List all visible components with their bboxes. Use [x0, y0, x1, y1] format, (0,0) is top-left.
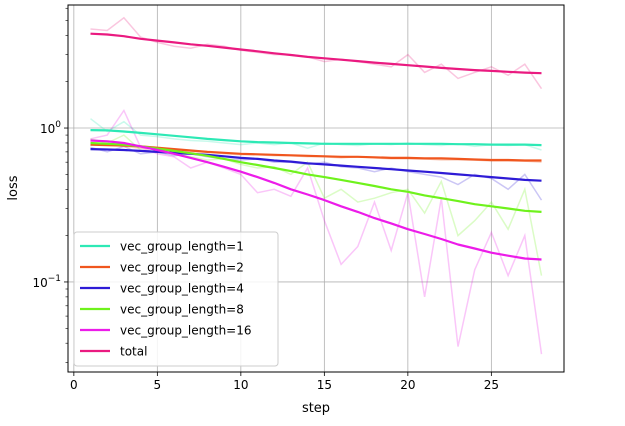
x-tick-label: 10 — [233, 378, 248, 392]
y-tick-label: 100 — [40, 120, 61, 136]
legend-label-vec-group-length-16: vec_group_length=16 — [120, 324, 252, 338]
series-line-vec-group-length-1 — [90, 129, 542, 147]
grid — [68, 5, 564, 372]
x-tick-label: 15 — [317, 378, 332, 392]
x-tick-label: 0 — [70, 378, 78, 392]
axis-ticks: 0 5 10 15 20 25 10−1 100 — [32, 7, 499, 392]
series-line-total — [90, 32, 542, 75]
y-tick-label: 10−1 — [32, 274, 61, 290]
series-line-vec-group-length-2 — [90, 143, 542, 162]
legend-box — [73, 231, 279, 367]
y-axis-label: loss — [6, 175, 21, 200]
series-line-vec-group-length-8 — [90, 141, 542, 213]
x-tick-label: 20 — [400, 378, 415, 392]
legend-label-vec-group-length-4: vec_group_length=4 — [120, 282, 244, 296]
raw-line-total — [90, 16, 543, 90]
legend: vec_group_length=1 vec_group_length=2 vec_… — [73, 231, 279, 367]
x-axis-label: step — [302, 401, 330, 416]
legend-label-total: total — [120, 345, 147, 359]
x-tick-label: 5 — [154, 378, 162, 392]
series-line-vec-group-length-16 — [90, 139, 542, 261]
raw-line-vec-group-length-16 — [90, 108, 543, 355]
plot-frame — [67, 4, 565, 373]
x-tick-label: 25 — [484, 378, 499, 392]
smoothed-series-layer — [90, 32, 542, 261]
legend-label-vec-group-length-2: vec_group_length=2 — [120, 261, 244, 275]
legend-label-vec-group-length-1: vec_group_length=1 — [120, 240, 244, 254]
legend-label-vec-group-length-8: vec_group_length=8 — [120, 303, 244, 317]
